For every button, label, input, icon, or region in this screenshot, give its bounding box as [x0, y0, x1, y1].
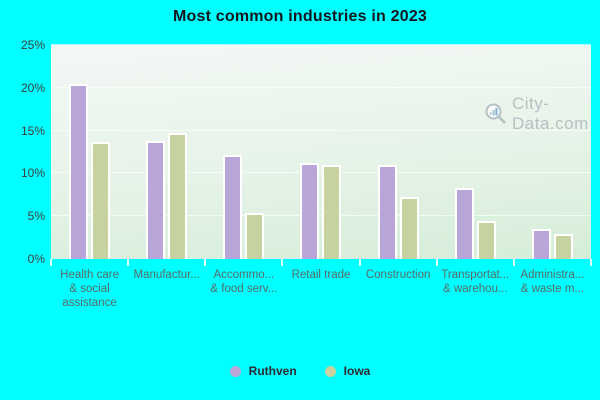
bar-iowa: [168, 133, 188, 259]
legend-item-iowa: Iowa: [324, 364, 371, 378]
x-tick-label-line: Health care: [60, 269, 119, 281]
bar-group: [360, 45, 437, 259]
gridline: [51, 44, 591, 45]
x-axis-labels: Health care & social assistance Manufactur.…: [51, 268, 591, 310]
legend-label: Iowa: [343, 364, 371, 378]
x-tick-label-line: Administra...: [520, 269, 585, 281]
bar-ruthven: [146, 140, 166, 259]
x-tick-label-line: assistance: [62, 297, 117, 309]
x-tick-label: Transportat... & warehou...: [437, 268, 514, 310]
bar-iowa: [553, 234, 573, 259]
y-tick-label: 20%: [20, 80, 45, 95]
gridline: [51, 172, 591, 174]
x-axis-tick: [50, 259, 52, 266]
bar-ruthven: [377, 164, 397, 259]
bar-group: [205, 45, 282, 259]
bar-iowa: [245, 212, 265, 259]
x-tick-label: Accommo... & food serv...: [205, 268, 282, 310]
gridline: [51, 215, 591, 217]
bar-ruthven: [454, 187, 474, 259]
watermark: City-Data.com: [484, 94, 591, 134]
bar-iowa: [476, 221, 496, 259]
y-tick-label: 10%: [20, 166, 45, 181]
bar-group: [514, 45, 591, 259]
x-axis-tick: [358, 259, 361, 266]
x-tick-label-line: Retail trade: [291, 269, 351, 281]
x-tick-label-line: Construction: [365, 269, 431, 281]
bar-ruthven: [69, 84, 89, 259]
bar-iowa: [322, 164, 342, 259]
x-tick-label: Manufactur...: [128, 268, 205, 310]
x-tick-label-line: Accommo...: [213, 269, 275, 281]
x-tick-label-line: & food serv...: [210, 283, 278, 295]
bar-group: [282, 45, 359, 259]
x-tick-label-line: & social: [69, 283, 110, 295]
x-tick-label-line: Transportat...: [441, 269, 510, 281]
legend-label: Ruthven: [248, 364, 297, 378]
bar-groups: [51, 45, 591, 259]
legend: Ruthven Iowa: [0, 364, 600, 378]
x-tick-label: Administra... & waste m...: [514, 268, 591, 310]
x-axis-tick: [127, 259, 130, 266]
chart-title: Most common industries in 2023: [172, 8, 428, 25]
legend-item-ruthven: Ruthven: [229, 364, 297, 378]
magnifier-bar-chart-icon: [484, 102, 508, 126]
gridline: [51, 129, 591, 131]
gridline: [51, 86, 591, 88]
x-axis-tick: [590, 259, 592, 266]
legend-marker-icon: [324, 365, 336, 377]
x-axis-tick: [204, 259, 207, 266]
x-tick-label-line: Manufactur...: [133, 269, 200, 281]
bar-iowa: [399, 197, 419, 259]
bar-ruthven: [300, 163, 320, 259]
x-tick-label: Retail trade: [282, 268, 359, 310]
plot-area: City-Data.com: [51, 44, 591, 259]
legend-marker-icon: [229, 365, 241, 377]
bar-group: [128, 45, 205, 259]
bar-group: [51, 45, 128, 259]
x-tick-label-line: & warehou...: [442, 283, 508, 295]
y-tick-label: 25%: [20, 38, 45, 52]
y-tick-label: 15%: [20, 123, 45, 138]
x-axis-tick: [512, 259, 515, 266]
bar-ruthven: [223, 155, 243, 259]
x-tick-label: Construction: [360, 268, 437, 310]
watermark-text: City-Data.com: [512, 94, 589, 133]
y-tick-label: 5%: [27, 209, 45, 224]
x-tick-label: Health care & social assistance: [51, 268, 128, 310]
y-tick-label: 0%: [27, 252, 45, 266]
x-axis-tick: [435, 259, 438, 266]
bar-ruthven: [531, 229, 551, 259]
bar-group: [437, 45, 514, 259]
x-axis-tick: [281, 259, 284, 266]
bar-iowa: [91, 141, 111, 259]
x-tick-label-line: & waste m...: [520, 283, 585, 295]
